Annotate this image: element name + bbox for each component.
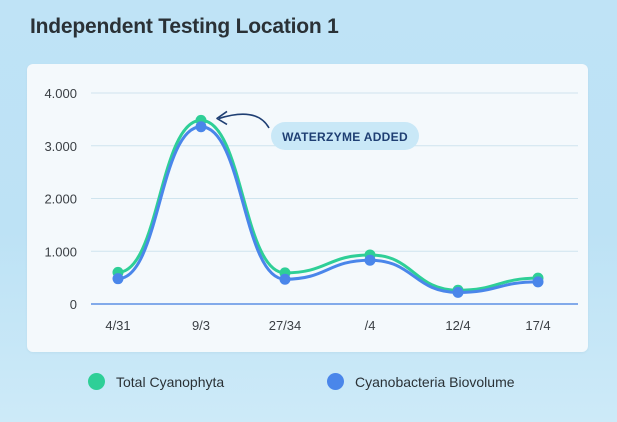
legend-label-cyanobacteria-biovolume: Cyanobacteria Biovolume [355, 373, 515, 390]
series-line-cyanobacteria-biovolume [116, 125, 540, 294]
y-tick-label: 2.000 [44, 192, 77, 207]
data-point-cyanobacteria-biovolume [452, 286, 464, 298]
data-point-cyanobacteria-biovolume [195, 121, 207, 133]
legend-item-cyanobacteria-biovolume: Cyanobacteria Biovolume [327, 373, 515, 390]
y-tick-label: 3.000 [44, 139, 77, 154]
annotation-label: WATERZYME ADDED [282, 130, 408, 144]
legend-item-total-cyanophyta: Total Cyanophyta [88, 373, 224, 390]
chart-title: Independent Testing Location 1 [30, 15, 339, 38]
x-tick-label: 4/31 [105, 318, 130, 333]
y-tick-label: 4.000 [44, 86, 77, 101]
annotation-arrowhead [216, 110, 228, 126]
data-point-cyanobacteria-biovolume [279, 273, 291, 285]
legend-swatch-cyanobacteria-biovolume [327, 373, 344, 390]
legend-label-total-cyanophyta: Total Cyanophyta [116, 373, 225, 390]
x-tick-label: 17/4 [525, 318, 550, 333]
annotation-badge [271, 122, 419, 150]
legend-swatch-total-cyanophyta [88, 373, 105, 390]
annotation-arrow [218, 113, 270, 129]
chart-legend: Total Cyanophyta Cyanobacteria Biovolume [0, 373, 617, 397]
x-tick-label: /4 [365, 318, 376, 333]
line-chart: 0 1.000 2.000 3.000 4.000 4/31 9/3 27/34/4 12/4… [44, 86, 578, 333]
y-tick-label: 1.000 [44, 244, 77, 259]
y-tick-label: 0 [70, 297, 77, 312]
data-point-cyanobacteria-biovolume [112, 273, 124, 285]
x-tick-label: 27/34 [269, 318, 302, 333]
x-tick-label: 9/3 [192, 318, 210, 333]
x-tick-label: 12/4 [445, 318, 470, 333]
chart-card: 0 1.000 2.000 3.000 4.000 4/31 9/3 27/34/4 12/4… [27, 64, 588, 352]
data-point-cyanobacteria-biovolume [532, 276, 544, 288]
data-point-cyanobacteria-biovolume [364, 254, 376, 266]
